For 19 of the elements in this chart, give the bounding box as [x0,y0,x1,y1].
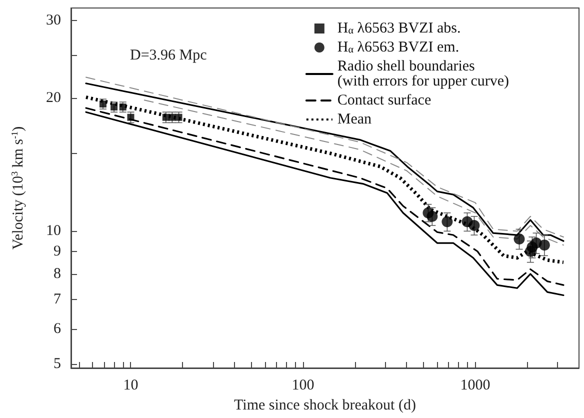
y-tick-label: 30 [46,12,61,28]
legend-label: Contact surface [337,92,432,108]
y-tick-label: 6 [54,321,62,338]
x-tick-label: 10 [123,378,138,394]
annotation: D=3.96 Mpc [130,48,208,64]
x-tick-label: 100 [292,378,314,394]
legend-label: Mean [337,112,372,128]
y-tick-label: 20 [46,90,61,106]
legend-label: Radio shell boundaries (with errors for upper curve) [337,58,510,90]
y-tick-label: 9 [54,243,61,260]
x-tick-label: 1000 [460,378,490,394]
y-axis-title: Velocity (103 km s-1) [10,126,26,250]
y-tick-label: 10 [46,223,61,240]
x-axis-title: Time since shock breakout (d) [234,398,416,414]
legend-label: Hα λ6563 BVZI em. [337,40,460,56]
y-tick-label: 7 [54,292,62,308]
y-tick-label: 5 [54,356,61,372]
y-tick-label: 8 [54,266,61,282]
legend-label: Hα λ6563 BVZI abs. [337,20,461,36]
